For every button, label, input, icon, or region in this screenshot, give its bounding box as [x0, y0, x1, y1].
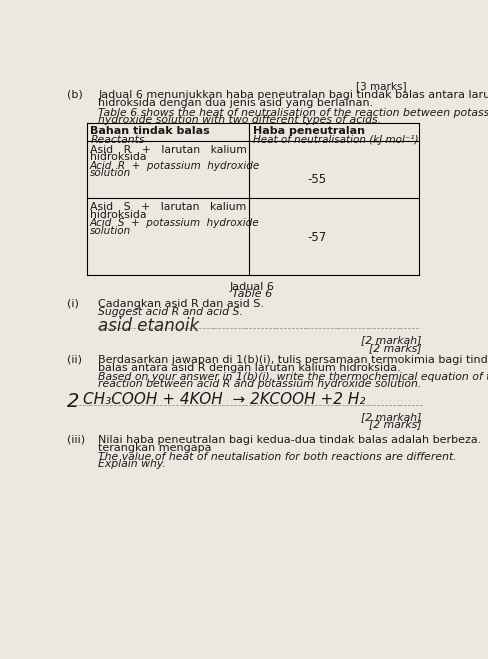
- Text: Table 6: Table 6: [232, 289, 273, 299]
- Text: hydroxide solution with two different types of acids.: hydroxide solution with two different ty…: [98, 115, 381, 125]
- Text: 2: 2: [67, 391, 80, 411]
- Text: Cadangkan asid R dan asid S.: Cadangkan asid R dan asid S.: [98, 299, 264, 308]
- Text: Jadual 6: Jadual 6: [230, 281, 275, 291]
- Text: Acid  R  +  potassium  hydroxide: Acid R + potassium hydroxide: [90, 161, 260, 171]
- Text: The value of heat of neutalisation for both reactions are different.: The value of heat of neutalisation for b…: [98, 452, 457, 462]
- Text: Bahan tindak balas: Bahan tindak balas: [90, 126, 210, 136]
- Text: [2 marks]: [2 marks]: [369, 419, 421, 430]
- Text: Heat of neutralisation (kJ mol⁻¹): Heat of neutralisation (kJ mol⁻¹): [253, 134, 419, 144]
- Text: Asid   S   +   larutan   kalium: Asid S + larutan kalium: [90, 202, 246, 212]
- Text: (ii): (ii): [67, 355, 82, 364]
- Text: terangkan mengapa: terangkan mengapa: [98, 444, 212, 453]
- Text: [3 marks]: [3 marks]: [355, 82, 406, 92]
- Text: [2 markah]: [2 markah]: [361, 335, 421, 345]
- Text: Asid   R   +   larutan   kalium: Asid R + larutan kalium: [90, 144, 246, 154]
- Text: Haba peneutralan: Haba peneutralan: [253, 126, 365, 136]
- Text: Acid  S  +  potassium  hydroxide: Acid S + potassium hydroxide: [90, 218, 259, 229]
- Text: -57: -57: [307, 231, 326, 244]
- Text: Based on your answer in 1(b)(i), write the thermochemical equation of the: Based on your answer in 1(b)(i), write t…: [98, 372, 488, 382]
- Text: hidroksida: hidroksida: [90, 210, 146, 220]
- Text: asid etanoik: asid etanoik: [98, 317, 199, 335]
- Text: Reactants: Reactants: [90, 134, 145, 144]
- Text: Suggest acid R and acid S.: Suggest acid R and acid S.: [98, 307, 243, 317]
- Text: hidroksida: hidroksida: [90, 152, 146, 162]
- Text: [2 markah]: [2 markah]: [361, 412, 421, 422]
- Text: Nilai haba peneutralan bagi kedua-dua tindak balas adalah berbeza.: Nilai haba peneutralan bagi kedua-dua ti…: [98, 435, 482, 445]
- Text: hidroksida dengan dua jenis asid yang berlainan.: hidroksida dengan dua jenis asid yang be…: [98, 98, 373, 108]
- Text: Explain why.: Explain why.: [98, 459, 166, 469]
- Text: (iii): (iii): [67, 435, 85, 445]
- Text: (b): (b): [67, 90, 83, 100]
- Text: CH₃COOH + 4KOH  → 2KCOOH +2 H₂: CH₃COOH + 4KOH → 2KCOOH +2 H₂: [82, 391, 365, 407]
- Text: reaction between acid R and potassium hydroxide solution.: reaction between acid R and potassium hy…: [98, 380, 422, 389]
- Text: Table 6 shows the heat of neutralisation of the reaction between potassium: Table 6 shows the heat of neutralisation…: [98, 107, 488, 117]
- Text: -55: -55: [307, 173, 326, 186]
- Text: (i): (i): [67, 299, 79, 308]
- Text: Berdasarkan jawapan di 1(b)(i), tulis persamaan termokimia bagi tindak: Berdasarkan jawapan di 1(b)(i), tulis pe…: [98, 355, 488, 364]
- Text: solution: solution: [90, 226, 131, 236]
- Text: Jadual 6 menunjukkan haba peneutralan bagi tindak balas antara larutan kalium: Jadual 6 menunjukkan haba peneutralan ba…: [98, 90, 488, 100]
- Text: [2 marks]: [2 marks]: [369, 343, 421, 353]
- Text: balas antara asid R dengan larutan kalium hidroksida.: balas antara asid R dengan larutan kaliu…: [98, 363, 401, 373]
- Text: solution: solution: [90, 169, 131, 179]
